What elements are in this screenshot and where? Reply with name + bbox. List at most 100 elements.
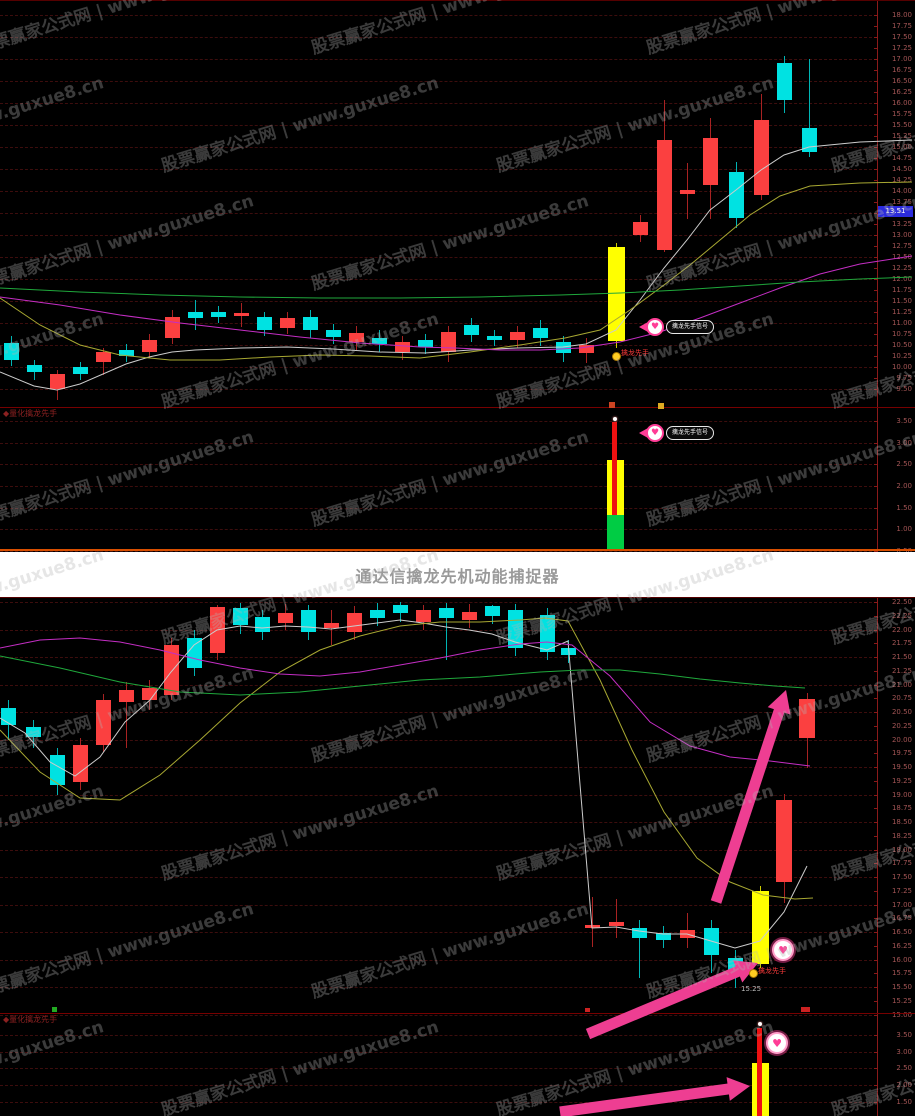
ma-yellow xyxy=(0,181,913,361)
grid-line xyxy=(0,739,877,741)
axis-tick xyxy=(874,485,878,487)
grid-line xyxy=(0,712,877,713)
grid-line xyxy=(0,794,877,796)
grid-line xyxy=(0,959,877,961)
price-label: 3.50 xyxy=(896,417,912,425)
candlestick-down xyxy=(632,928,647,939)
grid-line xyxy=(0,367,877,368)
candlestick-up xyxy=(657,139,672,250)
axis-tick xyxy=(874,421,878,422)
axis-tick xyxy=(874,643,878,645)
trend-arrow-shaft xyxy=(559,1082,735,1116)
axis-tick xyxy=(874,1000,878,1002)
axis-tick xyxy=(874,1051,878,1053)
trend-arrow-shaft xyxy=(710,703,787,904)
grid-line xyxy=(0,37,877,38)
ma-green xyxy=(0,655,806,696)
axis-tick xyxy=(874,125,878,126)
trend-arrow-shaft xyxy=(585,964,746,1040)
trend-arrow-head xyxy=(767,690,791,715)
candlestick-up xyxy=(142,687,157,700)
ma-white xyxy=(0,619,808,949)
axis-tick xyxy=(874,290,878,291)
axis-tick xyxy=(874,15,878,16)
candlestick-down xyxy=(439,608,454,618)
price-label: 15.25 xyxy=(891,132,912,140)
candlestick-down xyxy=(27,364,42,372)
axis-tick xyxy=(874,158,878,159)
candlestick-down xyxy=(802,128,817,152)
page-title: 通达信擒龙先机动能捕捉器 xyxy=(355,566,560,586)
grid-line xyxy=(0,1085,877,1087)
signal-dot xyxy=(613,417,617,421)
candlestick-down xyxy=(73,367,88,375)
grid-line xyxy=(0,59,877,60)
price-label: 16.50 xyxy=(891,928,912,936)
price-axis-line xyxy=(877,0,878,552)
candlestick-down xyxy=(255,616,270,633)
candle-wick xyxy=(126,681,127,748)
candlestick-down xyxy=(393,604,408,613)
price-label: 17.25 xyxy=(891,886,912,895)
candlestick-down xyxy=(777,62,792,100)
grid-line xyxy=(0,389,877,390)
axis-tick xyxy=(874,37,878,38)
axis-tick xyxy=(874,629,878,631)
candlestick-up xyxy=(347,613,362,633)
price-label: 22.25 xyxy=(891,611,912,620)
grid-line xyxy=(0,877,877,878)
axis-tick xyxy=(874,890,878,892)
axis-tick xyxy=(874,794,878,796)
chart-top[interactable]: 18.00 17.75 17.50 17.25 17.00 16.75 16.50 16.25… xyxy=(0,0,915,552)
grid-line xyxy=(0,323,877,324)
grid-line xyxy=(0,507,877,509)
grid-line xyxy=(0,15,877,16)
axis-tick xyxy=(874,725,878,727)
axis-tick xyxy=(874,973,878,975)
axis-tick xyxy=(874,442,878,444)
price-label: 20.00 xyxy=(891,735,912,744)
axis-tick xyxy=(874,904,878,906)
price-label: 15.75 xyxy=(891,110,912,118)
price-label: 14.50 xyxy=(891,165,912,173)
price-label: 18.25 xyxy=(891,831,912,840)
candlestick-up xyxy=(349,333,364,342)
price-label: 13.00 xyxy=(891,231,912,239)
axis-tick xyxy=(874,698,878,700)
axis-tick xyxy=(874,136,878,137)
axis-tick xyxy=(874,378,878,379)
axis-tick xyxy=(874,202,878,203)
grid-line xyxy=(0,464,877,466)
candlestick-down xyxy=(533,327,548,338)
grid-line xyxy=(0,213,877,214)
axis-tick xyxy=(874,808,878,810)
axis-tick xyxy=(874,312,878,313)
axis-tick xyxy=(874,932,878,933)
candlestick-down xyxy=(233,608,248,626)
price-label: 13.75 xyxy=(891,198,912,206)
candlestick-up xyxy=(776,800,792,882)
panel-top-border xyxy=(0,597,915,598)
trend-arrow-head xyxy=(726,1077,750,1101)
price-axis-line xyxy=(877,597,878,1116)
signal-label: 擒龙先手 xyxy=(621,349,649,357)
signal-badge: 擒龙先手信号 xyxy=(666,320,715,334)
price-label: 3.00 xyxy=(896,1047,912,1056)
price-label: 14.25 xyxy=(891,176,912,184)
signal-dot xyxy=(758,1022,762,1026)
panel-divider xyxy=(0,407,915,408)
price-label: 18.00 xyxy=(891,11,912,19)
price-label: 16.75 xyxy=(891,66,912,74)
chart-bottom[interactable]: 22.50 22.25 22.00 21.75 21.50 21.25 21.00 20.75… xyxy=(0,597,915,1116)
overlay-lines xyxy=(0,139,913,391)
axis-tick xyxy=(874,550,878,552)
price-label: 10.75 xyxy=(891,330,912,338)
grid-line xyxy=(0,235,877,236)
price-label: 21.25 xyxy=(891,666,912,675)
candlestick-down xyxy=(257,316,272,331)
price-label: 13.25 xyxy=(891,220,912,228)
price-label: 9.75 xyxy=(896,374,912,382)
price-label: 20.25 xyxy=(891,721,912,730)
axis-tick xyxy=(874,863,878,865)
